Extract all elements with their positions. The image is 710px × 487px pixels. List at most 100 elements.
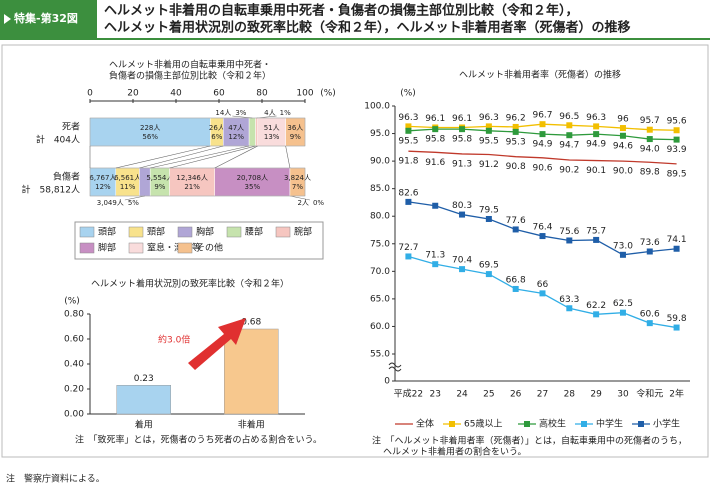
count-label: 3,824人: [284, 174, 311, 182]
row-label: 負傷者: [53, 171, 80, 183]
legend-label: 65歳以上: [464, 418, 502, 430]
point: [512, 226, 519, 233]
point: [405, 123, 412, 130]
point: [619, 251, 626, 258]
point: [646, 248, 653, 255]
point: [593, 131, 600, 138]
y-axis-label: (%): [64, 297, 80, 307]
row-total: 計 58,812人: [22, 184, 81, 196]
value-label: 90.2: [559, 166, 579, 176]
x-tick-label: 100: [296, 89, 313, 99]
value-label: 13%: [264, 133, 280, 141]
bar-segment: [223, 117, 250, 147]
x-tick-label: 24: [456, 390, 468, 400]
header-title: ヘルメット着用状況別の致死率比較（令和２年），ヘルメット非着用者率（死傷者）の推…: [104, 20, 631, 36]
note: 注 「ヘルメット非着用者率（死傷者）」とは，自転車乗用中の死傷者のうち，: [372, 435, 687, 447]
point: [593, 123, 600, 130]
point: [405, 127, 412, 134]
bar: [224, 328, 279, 415]
legend-label: 中学生: [596, 418, 623, 430]
count-label: 2人: [297, 199, 308, 207]
point: [539, 233, 546, 240]
bar-outline: [89, 167, 306, 197]
value-label: 95.5: [479, 136, 499, 146]
value-label: 9%: [290, 133, 301, 141]
value-label: 95.7: [640, 116, 660, 126]
value-label: 90.0: [613, 167, 633, 177]
y-tick-label: 60.0: [370, 322, 390, 332]
y-tick-label: 65.0: [370, 294, 390, 304]
legend-label: 腕部: [294, 226, 312, 238]
point: [512, 285, 519, 292]
value-label: 73.6: [640, 238, 660, 248]
legend-swatch: [79, 242, 95, 254]
value-label: 96.3: [479, 113, 499, 123]
count-label: 14人: [215, 109, 231, 117]
x-tick-label: 40: [170, 89, 182, 99]
connector: [115, 145, 211, 169]
footnote: 注 警察庁資料による。: [6, 473, 105, 485]
value-label: 75.6: [559, 227, 579, 237]
y-tick-label: 55.0: [370, 350, 390, 360]
point: [673, 127, 680, 134]
value-label: 90.1: [586, 166, 606, 176]
point: [485, 215, 492, 222]
value-label: 94.7: [559, 141, 579, 151]
value-label: 77.6: [506, 216, 526, 226]
y-tick-label: 90.0: [370, 157, 390, 167]
value-label: 94.9: [532, 140, 552, 150]
bar-segment: [255, 117, 258, 147]
chart-title: ヘルメット非着用者率（死傷者）の推移: [459, 69, 621, 81]
value-label: 94.0: [640, 145, 660, 155]
legend-label: 脚部: [98, 242, 116, 254]
x-tick-label: 60: [213, 89, 225, 99]
value-label: 91.8: [398, 157, 418, 167]
arrow: [188, 318, 246, 370]
point: [432, 261, 439, 268]
y-tick-label: 0.20: [64, 385, 84, 395]
connector: [285, 145, 291, 169]
point: [512, 128, 519, 135]
y-tick-label: 0.40: [64, 360, 84, 370]
bar-segment: [89, 167, 117, 197]
bar-segment: [285, 117, 306, 147]
x-tick-label: 平成22: [394, 388, 423, 400]
y-tick-label: 0.60: [64, 335, 84, 345]
value-label: 75.7: [586, 226, 606, 236]
x-tick-label: 26: [510, 390, 522, 400]
leader: [256, 115, 277, 119]
value-label: 72.7: [398, 243, 418, 253]
x-tick-label: 23: [430, 390, 441, 400]
x-tick-label: 2年: [669, 388, 684, 400]
leader: [124, 195, 145, 201]
panel-frame: [1, 44, 709, 458]
bar-segment: [149, 167, 170, 197]
value-label: 73.0: [613, 241, 633, 251]
bar-segment: [210, 117, 224, 147]
point: [485, 123, 492, 130]
point: [485, 127, 492, 134]
value-label: 95.5: [398, 136, 418, 146]
point: [432, 126, 439, 133]
value-label: 66: [537, 280, 549, 290]
value-label: 94.6: [613, 141, 633, 151]
count-label: 228人: [140, 124, 160, 132]
chart-title: ヘルメット着用状況別の致死率比較（令和２年）: [91, 278, 289, 290]
value-label: 35%: [245, 183, 261, 191]
value-label: 91.3: [452, 159, 472, 169]
tag-arrow: [4, 14, 11, 24]
count-label: 12,346人: [176, 174, 208, 182]
point: [432, 202, 439, 209]
point: [673, 324, 680, 331]
legend-label: 頸部: [147, 226, 165, 238]
point: [673, 136, 680, 143]
bar-segment: [89, 117, 211, 147]
y-tick-label: 70.0: [370, 267, 390, 277]
point: [646, 126, 653, 133]
legend-swatch: [226, 226, 242, 238]
count-label: 5,554人: [146, 174, 173, 182]
value-label: 66.8: [506, 275, 526, 285]
x-axis-label: (%): [320, 89, 336, 99]
value-label: 59.8: [667, 314, 687, 324]
